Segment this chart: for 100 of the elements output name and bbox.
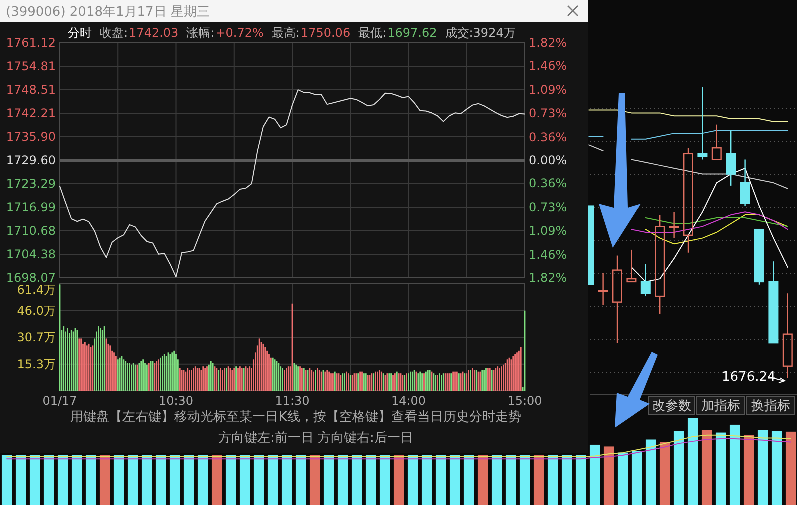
bar xyxy=(72,455,82,505)
y2-tick-label: 1.46% xyxy=(529,248,568,262)
bar xyxy=(198,455,208,505)
y2-tick-label: 0.36% xyxy=(529,130,568,144)
bar xyxy=(506,455,516,505)
y2-tick-label: 1.82% xyxy=(529,271,568,285)
candlestick xyxy=(598,272,608,306)
bar xyxy=(324,455,334,505)
bar xyxy=(464,455,474,505)
annotation: 方向键左:前一日 方向键右:后一日 xyxy=(218,430,414,446)
bar xyxy=(744,435,754,505)
bar xyxy=(380,455,390,505)
bar xyxy=(282,455,292,505)
bar xyxy=(58,455,68,505)
bar xyxy=(758,430,768,505)
bar xyxy=(520,455,530,505)
text: 换指标 xyxy=(752,399,790,414)
text: 最低: xyxy=(358,26,387,40)
bar xyxy=(604,446,614,505)
bar xyxy=(632,451,642,505)
bar xyxy=(16,455,26,505)
candlestick xyxy=(640,264,651,298)
x-tick-label: 11:30 xyxy=(275,394,310,408)
y2-tick-label: 0.36% xyxy=(529,176,568,191)
text: 成交:3924万 xyxy=(445,26,516,40)
candlestick xyxy=(655,214,666,315)
bar xyxy=(436,455,446,505)
bar xyxy=(128,455,138,505)
bar xyxy=(618,452,628,505)
y-tick-label: 1761.12 xyxy=(6,36,56,50)
bar xyxy=(772,431,782,505)
bar xyxy=(492,455,502,505)
bar xyxy=(212,455,222,505)
candlestick xyxy=(669,212,680,239)
text: 最高: xyxy=(272,26,300,40)
line-series xyxy=(60,90,526,278)
bar xyxy=(86,455,96,505)
bar xyxy=(450,455,460,505)
candlestick xyxy=(782,293,793,379)
bar xyxy=(562,455,572,505)
bar xyxy=(688,418,698,505)
bar xyxy=(786,432,796,505)
bar xyxy=(254,455,264,505)
x-tick-label: 01/17 xyxy=(42,394,78,408)
bar xyxy=(44,455,54,505)
y-tick-label: 1710.68 xyxy=(6,224,56,238)
y-tick-label: 46.0万 xyxy=(17,304,56,318)
y-tick-label: 1729.60 xyxy=(6,153,56,168)
bar xyxy=(170,455,180,505)
annotation: 用键盘【左右键】移动光标至某一日K线，按【空格键】查看当日历史分时走势 xyxy=(70,410,522,425)
bar xyxy=(408,455,418,505)
y-tick-label: 1754.81 xyxy=(6,60,56,74)
bar xyxy=(352,455,362,505)
bar xyxy=(240,455,250,505)
text: 1697.62 xyxy=(388,26,438,40)
bar xyxy=(576,455,586,505)
bar xyxy=(702,430,712,505)
annotation: 1676.24 xyxy=(722,370,776,385)
y2-tick-label: 1.09% xyxy=(529,224,568,238)
text: 分时 xyxy=(68,26,92,40)
bar xyxy=(226,455,236,505)
y-tick-label: 1748.51 xyxy=(6,83,56,97)
bar xyxy=(100,455,110,505)
y-tick-label: 1716.99 xyxy=(6,200,56,214)
bar xyxy=(394,455,404,505)
bar xyxy=(478,455,488,505)
chart-title: (399006) 2018年1月17日 星期三 xyxy=(6,5,210,20)
candlestick xyxy=(612,255,622,344)
text: 加指标 xyxy=(702,399,740,414)
y2-tick-label: 0.73% xyxy=(529,106,568,120)
text: 1742.03 xyxy=(129,26,179,40)
bar xyxy=(590,444,600,505)
text: 改参数 xyxy=(652,399,692,414)
x-tick-label: 10:30 xyxy=(158,394,194,408)
y-tick-label: 1698.07 xyxy=(6,271,56,285)
x-tick-label: 15:00 xyxy=(508,394,542,408)
bar xyxy=(422,455,432,505)
y-tick-label: 1723.29 xyxy=(6,177,56,191)
y-tick-label: 15.3万 xyxy=(17,357,56,372)
bar xyxy=(338,455,348,505)
bar xyxy=(310,455,320,505)
bar xyxy=(184,455,194,505)
y2-tick-label: 1.82% xyxy=(529,36,568,50)
bar xyxy=(366,455,376,505)
text: 1750.06 xyxy=(300,26,351,40)
x-tick-label: 14:00 xyxy=(391,394,426,408)
bar xyxy=(30,455,40,505)
candlestick xyxy=(726,130,736,187)
text: 涨幅: xyxy=(186,26,215,40)
bar xyxy=(142,455,152,505)
y-tick-label: 1735.90 xyxy=(6,130,56,144)
bar xyxy=(534,455,544,505)
text: +0.72% xyxy=(216,26,264,40)
bar xyxy=(730,424,740,505)
bar xyxy=(646,440,656,505)
bar xyxy=(2,455,12,505)
bar xyxy=(114,455,124,505)
bar xyxy=(660,442,670,505)
candlestick xyxy=(698,86,708,160)
bar xyxy=(674,431,684,505)
